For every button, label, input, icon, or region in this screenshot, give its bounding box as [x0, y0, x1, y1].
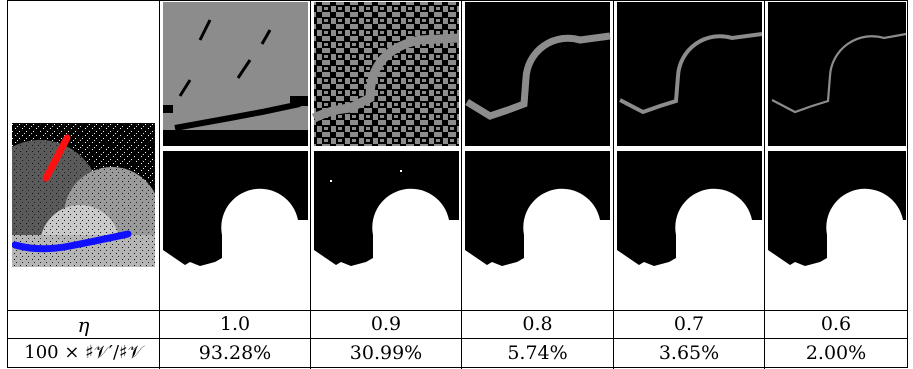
vertex-map-eta-1-0 — [163, 2, 308, 146]
ratio-value-4: 3.65% — [658, 342, 720, 364]
eta-value-2: 0.9 — [370, 313, 402, 335]
ratio-value-1: 93.28% — [198, 342, 272, 364]
segmentation-eta-0-6 — [768, 151, 906, 308]
input-image — [12, 123, 155, 267]
segmentation-eta-0-8 — [465, 151, 610, 308]
segmentation-eta-0-7 — [617, 151, 762, 308]
eta-value-1: 1.0 — [219, 313, 251, 335]
vertex-map-eta-0-6 — [768, 2, 907, 146]
segmentation-eta-1-0 — [163, 151, 308, 308]
eta-value-4: 0.7 — [673, 313, 705, 335]
row-label-ratio: 100 × ♯𝒱′/♯𝒱 — [24, 342, 143, 363]
ratio-value-2: 30.99% — [349, 342, 423, 364]
eta-value-3: 0.8 — [522, 313, 553, 335]
eta-value-5: 0.6 — [820, 313, 852, 335]
vertex-map-eta-0-9 — [311, 2, 460, 146]
vertex-map-eta-0-7 — [617, 2, 763, 146]
ratio-value-5: 2.00% — [805, 342, 867, 364]
ratio-value-3: 5.74% — [507, 342, 568, 364]
table-grid — [7, 0, 908, 369]
segmentation-eta-0-9 — [314, 151, 459, 308]
vertex-map-eta-0-8 — [465, 2, 611, 146]
row-label-eta: η — [77, 313, 90, 337]
